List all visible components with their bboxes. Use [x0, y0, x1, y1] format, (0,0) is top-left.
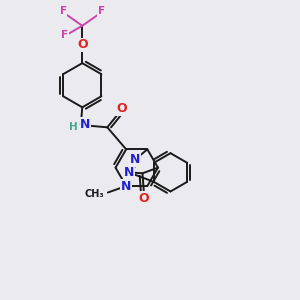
Text: O: O: [139, 192, 149, 205]
Text: F: F: [98, 6, 105, 16]
Text: N: N: [130, 153, 140, 167]
Text: F: F: [60, 6, 67, 16]
Text: N: N: [121, 179, 131, 193]
Text: O: O: [77, 38, 88, 51]
Text: H: H: [69, 122, 78, 132]
Text: O: O: [116, 102, 127, 115]
Text: F: F: [61, 31, 68, 40]
Text: N: N: [124, 166, 134, 179]
Text: CH₃: CH₃: [85, 189, 104, 199]
Text: N: N: [80, 118, 91, 130]
